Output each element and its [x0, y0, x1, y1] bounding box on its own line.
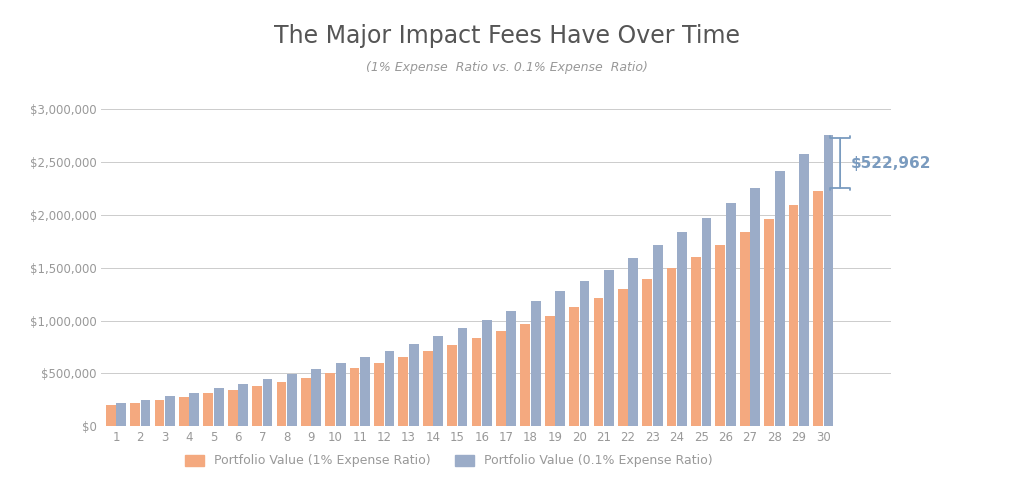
Bar: [496, 331, 505, 426]
Bar: [374, 363, 384, 426]
Bar: [642, 279, 652, 426]
Bar: [361, 357, 370, 426]
Bar: [141, 400, 151, 426]
Bar: [458, 328, 467, 426]
Bar: [799, 154, 809, 426]
Bar: [409, 343, 418, 426]
Bar: [702, 218, 711, 426]
Bar: [775, 171, 784, 426]
Bar: [105, 405, 115, 426]
Bar: [667, 268, 677, 426]
Bar: [447, 345, 457, 426]
Bar: [385, 350, 394, 426]
Bar: [715, 245, 725, 426]
Bar: [751, 188, 760, 426]
Text: The Major Impact Fees Have Over Time: The Major Impact Fees Have Over Time: [274, 24, 739, 49]
Bar: [482, 320, 492, 426]
Bar: [189, 392, 200, 426]
Bar: [521, 323, 530, 426]
Bar: [506, 311, 517, 426]
Bar: [204, 393, 213, 426]
Bar: [555, 292, 565, 426]
Bar: [398, 357, 408, 426]
Bar: [325, 373, 335, 426]
Bar: [301, 378, 311, 426]
Bar: [691, 257, 701, 426]
Text: (1% Expense  Ratio vs. 0.1% Expense  Ratio): (1% Expense Ratio vs. 0.1% Expense Ratio…: [366, 61, 647, 74]
Bar: [422, 351, 433, 426]
Bar: [813, 191, 823, 426]
Bar: [116, 403, 126, 426]
Bar: [579, 281, 590, 426]
Legend: Portfolio Value (1% Expense Ratio), Portfolio Value (0.1% Expense Ratio): Portfolio Value (1% Expense Ratio), Port…: [180, 449, 718, 472]
Bar: [262, 379, 272, 426]
Bar: [472, 338, 481, 426]
Bar: [764, 219, 774, 426]
Bar: [628, 258, 638, 426]
Bar: [155, 400, 164, 426]
Bar: [277, 382, 287, 426]
Bar: [789, 205, 798, 426]
Bar: [824, 135, 834, 426]
Bar: [311, 369, 321, 426]
Bar: [214, 389, 224, 426]
Bar: [726, 203, 735, 426]
Bar: [594, 298, 604, 426]
Bar: [238, 384, 248, 426]
Bar: [228, 390, 237, 426]
Bar: [165, 396, 175, 426]
Bar: [678, 232, 687, 426]
Bar: [569, 307, 578, 426]
Bar: [252, 386, 262, 426]
Bar: [131, 403, 140, 426]
Bar: [604, 270, 614, 426]
Bar: [545, 316, 554, 426]
Bar: [335, 363, 345, 426]
Bar: [618, 289, 628, 426]
Bar: [652, 245, 663, 426]
Text: $522,962: $522,962: [851, 155, 932, 171]
Bar: [179, 397, 188, 426]
Bar: [531, 301, 541, 426]
Bar: [349, 368, 360, 426]
Bar: [287, 374, 297, 426]
Bar: [739, 232, 750, 426]
Bar: [434, 336, 443, 426]
